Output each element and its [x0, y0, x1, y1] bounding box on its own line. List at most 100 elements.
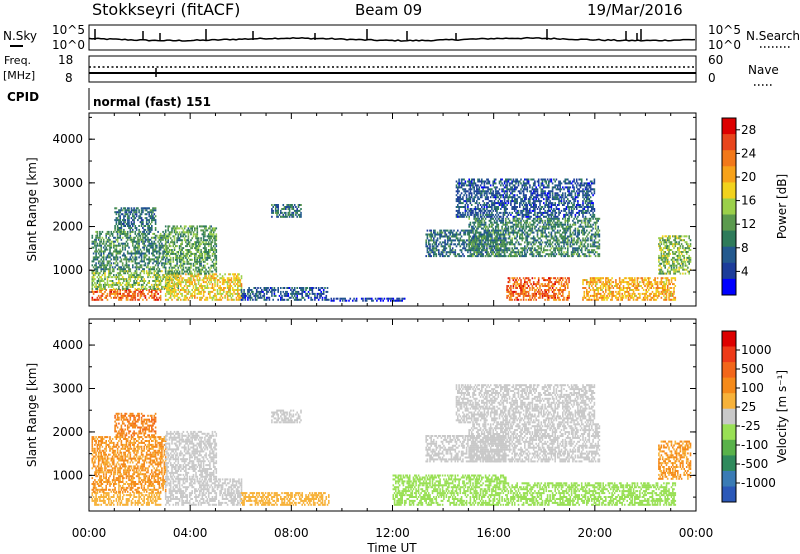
echo-cell [142, 280, 144, 282]
echo-cell [594, 255, 597, 258]
echo-cell [498, 247, 501, 250]
echo-cell [484, 239, 487, 242]
echo-cell [173, 283, 176, 286]
echo-cell [200, 264, 202, 267]
echo-cell [229, 285, 231, 287]
echo-cell [186, 281, 188, 284]
echo-cell [171, 290, 173, 293]
echo-cell [444, 245, 446, 248]
echo-cell [191, 227, 193, 230]
echo-cell [173, 289, 176, 291]
echo-cell [446, 229, 449, 232]
echo-cell [123, 219, 125, 222]
echo-cell [100, 287, 102, 290]
echo-cell [468, 249, 470, 252]
echo-region [506, 277, 570, 301]
echo-cell [113, 236, 115, 239]
echo-cell [105, 234, 107, 237]
echo-cell [96, 272, 99, 275]
echo-cell [291, 215, 293, 218]
echo-cell [94, 268, 96, 271]
echo-cell [164, 245, 167, 248]
echo-cell [129, 213, 132, 216]
echo-cell [121, 296, 124, 299]
echo-cell [483, 235, 486, 238]
echo-cell [450, 231, 453, 234]
echo-cell [238, 279, 240, 282]
echo-cell [110, 289, 113, 291]
echo-cell [190, 251, 192, 253]
echo-cell [149, 260, 152, 263]
echo-cell [178, 264, 181, 267]
echo-cell [278, 213, 281, 216]
echo-cell [594, 235, 597, 238]
echo-cell [99, 264, 101, 267]
echo-cell [129, 230, 132, 233]
echo-cell [147, 240, 149, 243]
echo-cell [520, 298, 522, 301]
echo-cell [469, 229, 472, 232]
echo-cell [96, 276, 99, 279]
echo-cell [207, 256, 210, 259]
echo-cell [144, 225, 147, 227]
echo-cell [545, 233, 548, 236]
echo-cell [176, 237, 178, 240]
echo-cell [444, 241, 446, 244]
echo-cell [94, 278, 96, 281]
echo-cell [132, 285, 134, 288]
echo-cell [569, 223, 572, 226]
echo-cell [182, 231, 185, 234]
echo-cell [544, 219, 546, 222]
echo-cell [104, 283, 106, 286]
echo-cell [106, 294, 109, 297]
echo-cell [429, 247, 431, 250]
echo-cell [121, 264, 124, 267]
echo-cell [201, 233, 204, 236]
echo-cell [104, 285, 106, 288]
echo-cell [101, 262, 104, 265]
echo-cell [192, 243, 195, 246]
echo-cell [540, 247, 543, 250]
echo-cell [209, 227, 211, 230]
echo-cell [200, 283, 202, 286]
echo-cell [134, 283, 137, 286]
echo-cell [274, 206, 277, 208]
echo-cell [508, 281, 511, 284]
echo-cell [492, 227, 494, 230]
echo-cell [149, 209, 152, 212]
echo-cell [450, 239, 453, 242]
echo-cell [125, 232, 128, 235]
echo-cell [142, 252, 144, 255]
echo-cell [206, 254, 209, 257]
echo-cell [142, 209, 144, 212]
echo-cell [474, 255, 477, 258]
echo-cell [212, 275, 215, 278]
echo-cell [494, 217, 497, 220]
echo-cell [151, 240, 153, 243]
echo-cell [563, 298, 565, 301]
echo-cell [145, 258, 148, 261]
echo-cell [175, 264, 177, 267]
echo-cell [535, 289, 537, 291]
echo-cell [192, 277, 195, 280]
echo-cell [205, 252, 207, 255]
echo-cell [202, 289, 205, 291]
echo-cell [253, 287, 255, 289]
echo-cell [544, 221, 546, 224]
echo-cell [126, 219, 129, 222]
echo-cell [541, 229, 544, 232]
echo-cell [118, 282, 120, 284]
echo-cell [589, 255, 592, 258]
echo-cell [468, 229, 470, 232]
echo-cell [199, 256, 201, 259]
echo-cell [143, 264, 145, 267]
echo-cell [106, 260, 109, 263]
echo-cell [451, 239, 454, 242]
echo-cell [580, 251, 583, 254]
echo-cell [427, 255, 430, 258]
echo-cell [506, 251, 508, 254]
echo-cell [444, 233, 446, 236]
echo-cell [132, 276, 134, 279]
echo-cell [506, 223, 508, 226]
echo-cell [574, 229, 577, 232]
